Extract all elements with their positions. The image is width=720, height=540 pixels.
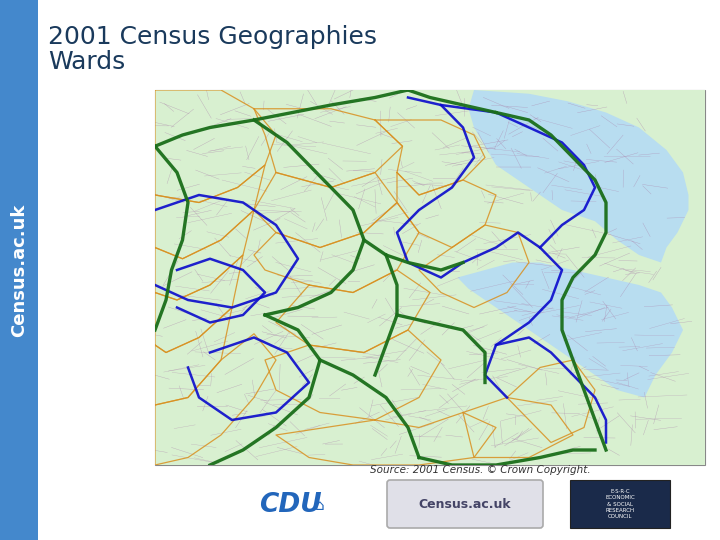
Bar — [0, 0, 38, 540]
Text: E·S·R·C
ECONOMIC
& SOCIAL
RESEARCH
COUNCIL: E·S·R·C ECONOMIC & SOCIAL RESEARCH COUNC… — [605, 489, 635, 519]
FancyBboxPatch shape — [387, 480, 543, 528]
Text: Census.ac.uk: Census.ac.uk — [10, 204, 28, 336]
Text: Census.ac.uk: Census.ac.uk — [419, 497, 511, 510]
Text: Source: 2001 Census. © Crown Copyright.: Source: 2001 Census. © Crown Copyright. — [369, 465, 590, 475]
Polygon shape — [469, 90, 688, 262]
Text: CDU: CDU — [258, 492, 321, 518]
Polygon shape — [155, 90, 688, 465]
Text: 2001 Census Geographies: 2001 Census Geographies — [48, 25, 377, 49]
Polygon shape — [457, 262, 683, 397]
Text: Wards: Wards — [48, 50, 125, 74]
Bar — [155, 90, 705, 465]
Text: ⌂: ⌂ — [315, 497, 325, 512]
Bar — [570, 480, 670, 528]
